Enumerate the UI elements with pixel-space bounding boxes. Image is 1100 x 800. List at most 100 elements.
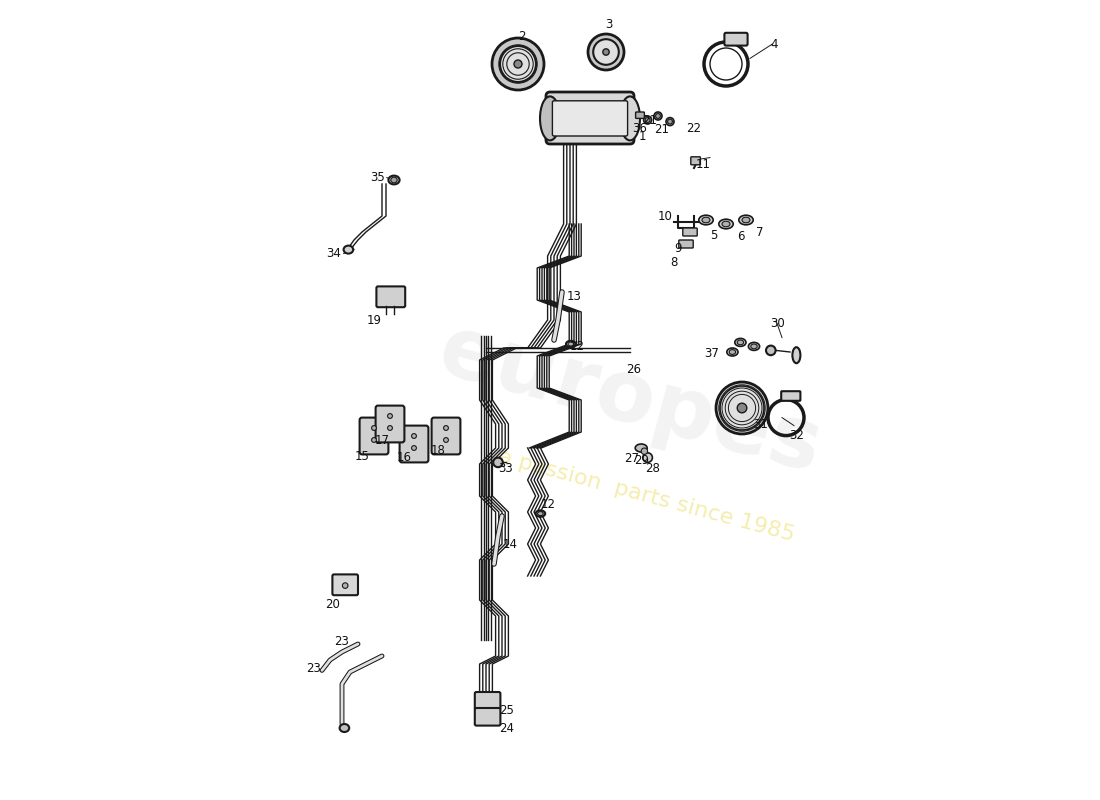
Text: 24: 24 [499, 722, 515, 734]
Ellipse shape [792, 347, 801, 363]
Ellipse shape [566, 341, 575, 347]
Text: 12: 12 [541, 498, 556, 510]
Ellipse shape [766, 346, 775, 355]
Text: 15: 15 [354, 450, 370, 462]
Text: 33: 33 [498, 462, 514, 474]
Ellipse shape [443, 426, 449, 430]
Text: 29: 29 [634, 454, 649, 467]
Ellipse shape [603, 49, 609, 55]
Text: 16: 16 [397, 451, 411, 464]
FancyBboxPatch shape [399, 426, 428, 462]
Ellipse shape [654, 112, 662, 120]
Ellipse shape [372, 426, 376, 430]
Ellipse shape [493, 458, 503, 467]
Text: 20: 20 [324, 598, 340, 610]
FancyBboxPatch shape [691, 157, 701, 165]
Ellipse shape [411, 434, 417, 438]
Ellipse shape [737, 340, 744, 345]
Ellipse shape [500, 46, 536, 82]
FancyBboxPatch shape [683, 228, 697, 236]
Ellipse shape [514, 60, 522, 68]
FancyBboxPatch shape [475, 692, 500, 710]
Text: 9: 9 [674, 242, 682, 254]
Ellipse shape [372, 438, 376, 442]
Text: a passion  parts since 1985: a passion parts since 1985 [496, 446, 796, 546]
Ellipse shape [642, 453, 652, 462]
Ellipse shape [742, 218, 750, 222]
FancyBboxPatch shape [332, 574, 358, 595]
Ellipse shape [342, 582, 348, 589]
Ellipse shape [737, 403, 747, 413]
FancyBboxPatch shape [431, 418, 461, 454]
Ellipse shape [702, 218, 710, 222]
Ellipse shape [387, 414, 393, 418]
Ellipse shape [644, 116, 651, 124]
Ellipse shape [656, 114, 660, 118]
FancyBboxPatch shape [636, 112, 645, 118]
FancyBboxPatch shape [725, 33, 748, 46]
Text: 12: 12 [570, 340, 585, 353]
Text: 30: 30 [770, 317, 784, 330]
Ellipse shape [390, 178, 397, 182]
Ellipse shape [492, 38, 544, 90]
Ellipse shape [538, 512, 543, 516]
Text: 35: 35 [371, 171, 385, 184]
Text: 8: 8 [670, 256, 678, 269]
Ellipse shape [735, 338, 746, 346]
Ellipse shape [536, 510, 546, 517]
Text: 36: 36 [632, 122, 647, 134]
Text: 1: 1 [638, 130, 646, 142]
Ellipse shape [718, 219, 734, 229]
Ellipse shape [443, 438, 449, 442]
Ellipse shape [716, 382, 768, 434]
Ellipse shape [751, 344, 757, 349]
FancyBboxPatch shape [552, 101, 628, 136]
Text: 13: 13 [566, 290, 582, 302]
Text: 34: 34 [327, 247, 341, 260]
Text: 14: 14 [503, 538, 517, 550]
Ellipse shape [646, 118, 650, 122]
Text: 28: 28 [645, 462, 660, 474]
Ellipse shape [635, 444, 647, 452]
FancyBboxPatch shape [546, 92, 634, 144]
Ellipse shape [411, 446, 417, 450]
Text: europes: europes [429, 309, 830, 491]
FancyBboxPatch shape [375, 406, 405, 442]
Ellipse shape [387, 426, 393, 430]
Text: 26: 26 [626, 363, 640, 376]
Ellipse shape [593, 39, 619, 65]
Ellipse shape [739, 215, 754, 225]
FancyBboxPatch shape [376, 286, 405, 307]
Ellipse shape [698, 215, 713, 225]
Text: 5: 5 [711, 229, 717, 242]
FancyBboxPatch shape [475, 708, 500, 726]
Ellipse shape [540, 96, 560, 141]
Ellipse shape [620, 96, 640, 141]
Ellipse shape [568, 342, 573, 346]
Ellipse shape [588, 34, 624, 70]
Text: 4: 4 [770, 38, 778, 50]
Text: 21: 21 [641, 114, 657, 126]
Text: 27: 27 [624, 452, 639, 465]
Text: 18: 18 [430, 444, 446, 457]
FancyBboxPatch shape [679, 240, 693, 248]
Text: 22: 22 [686, 122, 702, 134]
Text: 11: 11 [696, 158, 711, 170]
Text: 37: 37 [704, 347, 719, 360]
Text: 31: 31 [754, 418, 768, 430]
Text: 25: 25 [499, 704, 514, 717]
Text: 6: 6 [737, 230, 744, 243]
Text: 23: 23 [307, 662, 321, 674]
Ellipse shape [729, 350, 736, 354]
Text: 21: 21 [654, 123, 670, 136]
Ellipse shape [340, 724, 349, 732]
Ellipse shape [641, 448, 648, 454]
Text: 17: 17 [374, 434, 389, 447]
Text: 3: 3 [605, 18, 613, 30]
FancyBboxPatch shape [360, 418, 388, 454]
Text: 23: 23 [334, 635, 350, 648]
Text: 10: 10 [658, 210, 672, 222]
Ellipse shape [666, 118, 674, 126]
Text: 19: 19 [366, 314, 382, 326]
Ellipse shape [343, 246, 353, 254]
